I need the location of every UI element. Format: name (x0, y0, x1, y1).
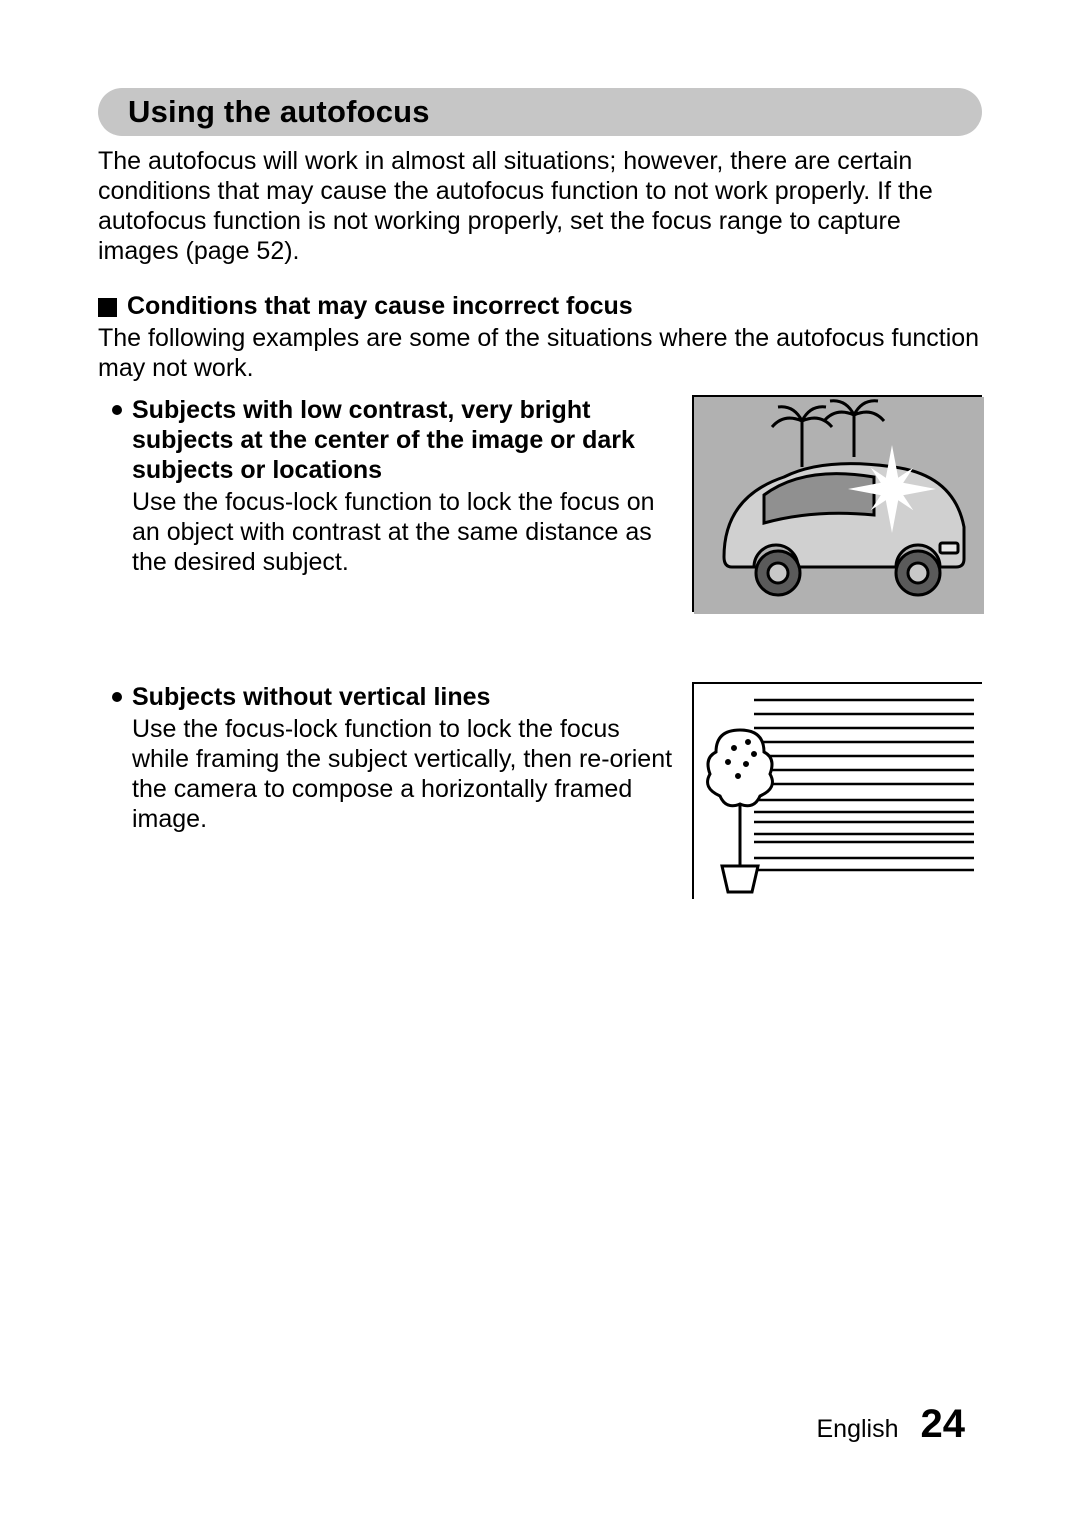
section-heading-row: Conditions that may cause incorrect focu… (98, 292, 982, 321)
condition-title: Subjects with low contrast, very bright … (132, 395, 676, 485)
section-subtext: The following examples are some of the s… (98, 323, 982, 383)
illustration-wrap (692, 682, 982, 899)
footer-page-number: 24 (921, 1402, 966, 1447)
page-footer: English 24 (817, 1402, 966, 1447)
illustration-wrap (692, 395, 982, 612)
condition-text: Subjects with low contrast, very bright … (98, 395, 692, 577)
page-title: Using the autofocus (128, 94, 430, 130)
condition-item: Subjects without vertical lines Use the … (98, 682, 982, 899)
blinds-tree-illustration (692, 682, 982, 899)
section-title: Conditions that may cause incorrect focu… (127, 292, 633, 321)
title-bar: Using the autofocus (98, 88, 982, 136)
car-glare-illustration (692, 395, 982, 612)
condition-text: Subjects without vertical lines Use the … (98, 682, 692, 834)
footer-language: English (817, 1415, 899, 1444)
round-bullet-icon (112, 405, 122, 415)
condition-body: Use the focus-lock function to lock the … (132, 714, 676, 834)
round-bullet-icon (112, 692, 122, 702)
conditions-section: Conditions that may cause incorrect focu… (98, 292, 982, 899)
intro-paragraph: The autofocus will work in almost all si… (98, 146, 982, 266)
condition-title: Subjects without vertical lines (132, 682, 490, 712)
square-bullet-icon (98, 298, 117, 317)
manual-page: Using the autofocus The autofocus will w… (0, 0, 1080, 1521)
condition-item: Subjects with low contrast, very bright … (98, 395, 982, 612)
condition-body: Use the focus-lock function to lock the … (132, 487, 676, 577)
